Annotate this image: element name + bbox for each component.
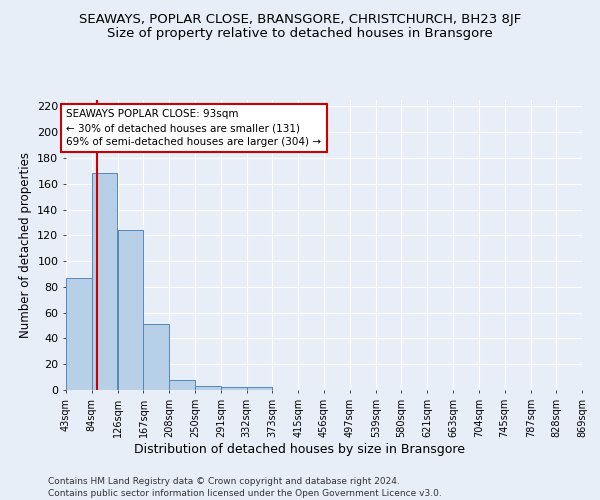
Bar (66, 278, 92, 390)
Bar (143, 324, 169, 390)
Bar (247, 388, 272, 390)
Text: Distribution of detached houses by size in Bransgore: Distribution of detached houses by size … (134, 442, 466, 456)
Bar (196, 386, 221, 390)
Bar (92, 174, 117, 390)
Bar (118, 230, 143, 390)
Text: Size of property relative to detached houses in Bransgore: Size of property relative to detached ho… (107, 28, 493, 40)
Text: SEAWAYS, POPLAR CLOSE, BRANSGORE, CHRISTCHURCH, BH23 8JF: SEAWAYS, POPLAR CLOSE, BRANSGORE, CHRIST… (79, 12, 521, 26)
Bar (169, 380, 194, 390)
Text: Contains HM Land Registry data © Crown copyright and database right 2024.
Contai: Contains HM Land Registry data © Crown c… (48, 476, 442, 498)
Bar (221, 388, 247, 390)
Y-axis label: Number of detached properties: Number of detached properties (19, 152, 32, 338)
Text: SEAWAYS POPLAR CLOSE: 93sqm
← 30% of detached houses are smaller (131)
69% of se: SEAWAYS POPLAR CLOSE: 93sqm ← 30% of det… (67, 109, 322, 147)
